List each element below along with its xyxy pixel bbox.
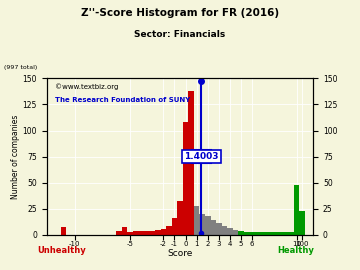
Bar: [138, 231, 144, 235]
Bar: [155, 230, 161, 235]
Bar: [261, 232, 266, 235]
Bar: [199, 214, 205, 235]
Bar: [233, 230, 238, 235]
Bar: [127, 232, 133, 235]
Text: Healthy: Healthy: [277, 246, 314, 255]
Bar: [283, 232, 288, 235]
Bar: [277, 232, 283, 235]
Bar: [238, 231, 244, 235]
Y-axis label: Number of companies: Number of companies: [11, 114, 20, 199]
Bar: [116, 231, 122, 235]
Bar: [172, 218, 177, 235]
Bar: [271, 232, 277, 235]
Bar: [149, 231, 155, 235]
Bar: [122, 227, 127, 235]
Bar: [299, 211, 305, 235]
Bar: [255, 232, 261, 235]
Text: ©www.textbiz.org: ©www.textbiz.org: [55, 83, 118, 90]
Bar: [133, 231, 138, 235]
Bar: [61, 227, 66, 235]
Bar: [266, 232, 271, 235]
X-axis label: Score: Score: [167, 249, 193, 258]
Bar: [227, 228, 233, 235]
Bar: [211, 220, 216, 235]
Bar: [244, 232, 249, 235]
Text: 1.4003: 1.4003: [184, 152, 219, 161]
Bar: [194, 206, 199, 235]
Bar: [161, 229, 166, 235]
Text: The Research Foundation of SUNY: The Research Foundation of SUNY: [55, 97, 190, 103]
Bar: [166, 225, 172, 235]
Text: Z''-Score Histogram for FR (2016): Z''-Score Histogram for FR (2016): [81, 8, 279, 18]
Bar: [177, 201, 183, 235]
Bar: [205, 216, 211, 235]
Bar: [188, 91, 194, 235]
Text: (997 total): (997 total): [4, 65, 37, 70]
Bar: [183, 122, 188, 235]
Bar: [216, 223, 222, 235]
Bar: [288, 232, 294, 235]
Bar: [144, 231, 149, 235]
Bar: [222, 225, 227, 235]
Text: Sector: Financials: Sector: Financials: [134, 30, 226, 39]
Bar: [294, 185, 299, 235]
Text: Unhealthy: Unhealthy: [37, 246, 86, 255]
Bar: [249, 232, 255, 235]
